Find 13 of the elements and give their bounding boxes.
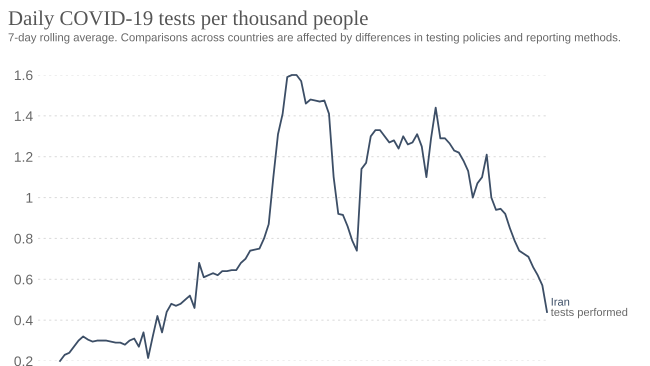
y-tick-label: 1 (26, 193, 32, 203)
y-tick-label: 0.8 (14, 234, 33, 244)
y-tick-label: 0.2 (14, 356, 32, 366)
y-tick-label: 0.4 (14, 315, 33, 326)
y-tick-label: 1.6 (14, 70, 33, 80)
y-tick-label: 1.2 (14, 152, 32, 162)
series-label: Iran (552, 298, 570, 306)
y-tick-label: 1.4 (14, 111, 33, 121)
text: tests performed (550, 308, 628, 318)
chart-subtitle: 7-day rolling average. Comparisons across countries are affected by differences in testing policies and reporting methods. (8, 33, 620, 44)
chart-title: Daily COVID-19 tests per thousand people (8, 10, 368, 30)
line-series (59, 74, 548, 362)
y-tick-label: 0.6 (14, 274, 33, 284)
